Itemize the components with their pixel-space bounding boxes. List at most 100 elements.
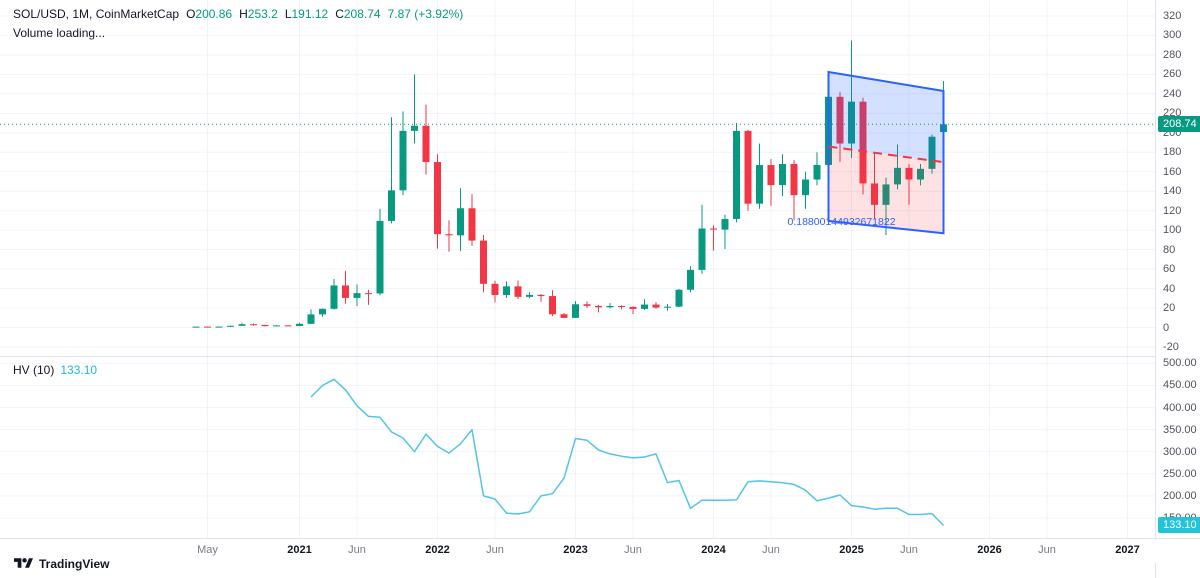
candle [721,218,729,230]
candle [710,228,717,230]
hv-tick: 400.00 [1163,401,1197,414]
candle [434,162,441,235]
price-tick: 40 [1163,282,1176,295]
candle [698,228,706,270]
candle [652,304,660,308]
ohlc-open: O200.86 [186,7,233,21]
candle [859,101,867,184]
candle [560,314,568,318]
candle [848,101,855,144]
candle [307,314,315,324]
candle [342,285,349,298]
time-label: Jun [1038,544,1056,556]
candle [928,136,936,169]
time-label: Jun [486,544,504,556]
candle [687,269,694,290]
price-tick: 60 [1163,263,1176,276]
candle [641,304,648,309]
price-tick: 20 [1163,302,1176,315]
candle [836,96,844,144]
candle [905,167,913,180]
candle [215,326,223,328]
candle [457,208,464,236]
channel-outline[interactable] [827,70,945,235]
ohlc-close: C208.74 [335,7,381,21]
candle [411,125,418,131]
tradingview-attribution[interactable]: TradingView [14,556,109,571]
price-tick: 140 [1163,185,1182,198]
channel-midline[interactable] [828,145,944,164]
candle [227,325,234,327]
channel-level-label: 0.18800144932671822 [788,216,896,228]
candle [480,240,487,284]
hv-tick: 250.00 [1163,467,1197,480]
candle [330,285,338,309]
hv-tick: 500.00 [1163,357,1197,370]
candle [273,325,280,327]
channel-upper-fill [828,71,944,163]
price-tick: 100 [1163,224,1182,237]
time-label: Jun [624,544,642,556]
candle [422,125,430,163]
price-tick: -20 [1163,340,1179,353]
hv-line [310,378,945,527]
candle [618,306,625,308]
candle [572,304,579,318]
candle [537,294,545,297]
tradingview-label: TradingView [39,556,110,571]
time-label: Jun [900,544,918,556]
candle [296,323,303,327]
time-label: 2026 [977,544,1002,556]
candle [583,304,591,306]
candle [871,183,878,205]
price-axis[interactable]: 208.74 133.10 320 300 280 260 240 220 200 180 16… [1155,0,1200,578]
hv-indicator-value: 133.10 [60,363,98,377]
candle [664,306,671,308]
candle [549,296,556,315]
candle [629,306,637,309]
symbol-legend: SOL/USD, 1M, CoinMarketCap O200.86 H253.… [13,7,463,40]
hv-value-label: 133.10 [1158,517,1200,534]
current-price-label: 208.74 [1158,116,1200,133]
candle [192,326,200,328]
candle [514,286,522,297]
candle [445,234,453,236]
time-label: Jun [762,544,780,556]
ohlc-high: H253.2 [239,7,278,21]
time-label: Jun [348,544,366,556]
price-tick: 0 [1163,321,1170,334]
time-label: May [197,544,218,556]
time-label: 2024 [701,544,726,556]
time-label: 2022 [425,544,450,556]
candle [595,305,602,308]
channel-lower-fill [828,146,944,234]
candle [376,220,384,294]
candle [802,179,809,196]
time-label: 2025 [839,544,864,556]
candle [744,130,752,204]
hv-indicator-legend[interactable]: HV (10) 133.10 [13,363,97,377]
time-axis[interactable]: May 2021 Jun 2022 Jun 2023 Jun 2024 Jun 2025 Jun 20… [0,538,1200,563]
volume-status: Volume loading... [13,26,106,40]
candle [365,293,372,295]
candle [238,324,246,326]
hv-tick: 300.00 [1163,445,1197,458]
price-tick: 120 [1163,204,1182,217]
candle [813,164,821,180]
price-change: 7.87 (+3.92%) [387,7,464,21]
ohlc-low: L191.12 [284,7,329,21]
candle [388,190,395,221]
price-tick: 160 [1163,165,1182,178]
symbol-title[interactable]: SOL/USD, 1M, CoinMarketCap [13,7,180,21]
candle [767,165,775,186]
candle [284,325,292,327]
candle [894,167,901,185]
candle [204,326,211,328]
candle [882,184,890,205]
time-label: 2023 [563,544,588,556]
candle [319,308,326,315]
candle [491,283,499,296]
candle [790,163,798,196]
